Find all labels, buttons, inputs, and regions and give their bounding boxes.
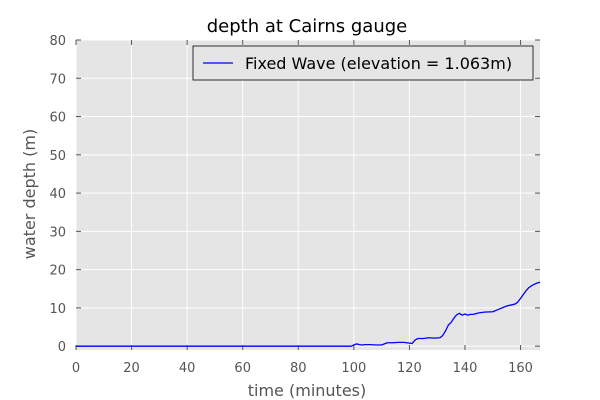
y-tick-label: 50 [49, 149, 66, 164]
y-tick-label: 20 [49, 264, 66, 279]
chart-title: depth at Cairns gauge [207, 16, 407, 37]
y-tick-label: 70 [49, 72, 66, 87]
legend-label: Fixed Wave (elevation = 1.063m) [245, 54, 512, 73]
x-tick-label: 140 [453, 361, 478, 376]
legend: Fixed Wave (elevation = 1.063m) [192, 45, 534, 81]
y-tick-label: 30 [49, 225, 66, 240]
y-tick-label: 10 [49, 302, 66, 317]
y-tick-label: 0 [58, 340, 66, 355]
series-line-0 [76, 281, 541, 347]
x-tick-label: 100 [341, 361, 366, 376]
y-tick-label: 60 [49, 111, 66, 126]
x-tick-label: 40 [179, 361, 196, 376]
legend-box [192, 45, 534, 81]
x-tick-label: 0 [72, 361, 80, 376]
x-tick-label: 80 [290, 361, 307, 376]
y-axis-label: water depth (m) [20, 129, 39, 259]
plot-area [76, 40, 540, 350]
x-axis-label: time (minutes) [248, 381, 366, 400]
y-tick-label: 80 [49, 34, 66, 49]
x-tick-label: 160 [508, 361, 533, 376]
series-layer [76, 281, 541, 347]
x-tick-label: 60 [234, 361, 251, 376]
tick-labels: 0 20 40 60 80 100 120 140 160 0 10 20 30 40 50 60 70 80 [49, 34, 533, 376]
x-tick-label: 120 [397, 361, 422, 376]
y-tick-label: 40 [49, 187, 66, 202]
x-tick-label: 20 [123, 361, 140, 376]
